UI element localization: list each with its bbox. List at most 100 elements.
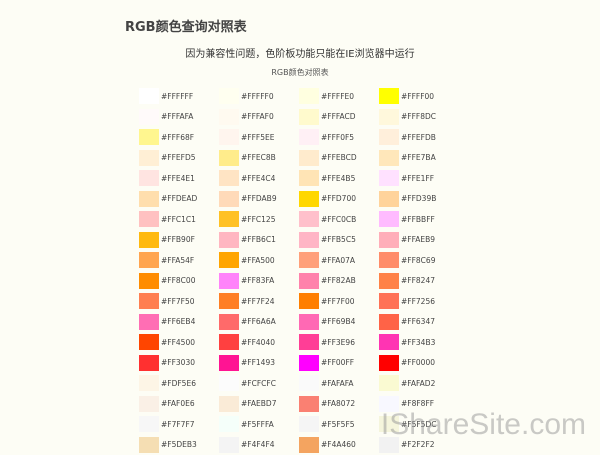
color-cell[interactable]: #FFA54F bbox=[139, 250, 219, 271]
color-swatch[interactable] bbox=[299, 88, 319, 104]
color-swatch[interactable] bbox=[379, 334, 399, 350]
color-cell[interactable]: #FF69B4 bbox=[299, 312, 379, 333]
color-cell[interactable]: #FF83FA bbox=[219, 271, 299, 292]
color-cell[interactable]: #FF4500 bbox=[139, 332, 219, 353]
color-cell[interactable]: #FFF8DC bbox=[379, 107, 459, 128]
color-swatch[interactable] bbox=[219, 232, 239, 248]
color-cell[interactable]: #FF34B3 bbox=[379, 332, 459, 353]
color-swatch[interactable] bbox=[299, 396, 319, 412]
color-cell[interactable]: #F4F4F4 bbox=[219, 435, 299, 455]
color-cell[interactable]: #FAFAD2 bbox=[379, 373, 459, 394]
color-swatch[interactable] bbox=[379, 150, 399, 166]
color-cell[interactable]: #F7F7F7 bbox=[139, 414, 219, 435]
color-swatch[interactable] bbox=[219, 191, 239, 207]
color-swatch[interactable] bbox=[299, 252, 319, 268]
color-swatch[interactable] bbox=[139, 355, 159, 371]
color-swatch[interactable] bbox=[219, 334, 239, 350]
color-swatch[interactable] bbox=[219, 375, 239, 391]
color-swatch[interactable] bbox=[139, 273, 159, 289]
color-swatch[interactable] bbox=[379, 211, 399, 227]
color-cell[interactable]: #FFAEB9 bbox=[379, 230, 459, 251]
color-swatch[interactable] bbox=[379, 170, 399, 186]
color-cell[interactable]: #FF3E96 bbox=[299, 332, 379, 353]
color-swatch[interactable] bbox=[299, 375, 319, 391]
color-cell[interactable]: #FFC1C1 bbox=[139, 209, 219, 230]
color-swatch[interactable] bbox=[299, 314, 319, 330]
color-cell[interactable]: #FFE4E1 bbox=[139, 168, 219, 189]
color-cell[interactable]: #FFBBFF bbox=[379, 209, 459, 230]
color-swatch[interactable] bbox=[299, 129, 319, 145]
color-cell[interactable]: #FFE4C4 bbox=[219, 168, 299, 189]
color-cell[interactable]: #FFF68F bbox=[139, 127, 219, 148]
color-swatch[interactable] bbox=[139, 211, 159, 227]
color-cell[interactable]: #FFF0F5 bbox=[299, 127, 379, 148]
color-cell[interactable]: #FF4040 bbox=[219, 332, 299, 353]
color-swatch[interactable] bbox=[379, 109, 399, 125]
color-swatch[interactable] bbox=[139, 109, 159, 125]
color-swatch[interactable] bbox=[299, 211, 319, 227]
color-cell[interactable]: #FFC125 bbox=[219, 209, 299, 230]
color-cell[interactable]: #FFFFFF bbox=[139, 86, 219, 107]
color-swatch[interactable] bbox=[299, 355, 319, 371]
color-cell[interactable]: #FF6EB4 bbox=[139, 312, 219, 333]
color-cell[interactable]: #FFA07A bbox=[299, 250, 379, 271]
color-swatch[interactable] bbox=[299, 437, 319, 453]
color-swatch[interactable] bbox=[379, 293, 399, 309]
color-cell[interactable]: #FF0000 bbox=[379, 353, 459, 374]
color-cell[interactable]: #FF00FF bbox=[299, 353, 379, 374]
color-swatch[interactable] bbox=[139, 232, 159, 248]
color-cell[interactable]: #FFB5C5 bbox=[299, 230, 379, 251]
color-cell[interactable]: #FF82AB bbox=[299, 271, 379, 292]
color-cell[interactable]: #FFFAFA bbox=[139, 107, 219, 128]
color-swatch[interactable] bbox=[379, 273, 399, 289]
color-swatch[interactable] bbox=[139, 191, 159, 207]
color-swatch[interactable] bbox=[219, 273, 239, 289]
color-swatch[interactable] bbox=[379, 252, 399, 268]
color-swatch[interactable] bbox=[379, 314, 399, 330]
color-swatch[interactable] bbox=[299, 416, 319, 432]
color-swatch[interactable] bbox=[219, 129, 239, 145]
color-cell[interactable]: #FF8C00 bbox=[139, 271, 219, 292]
color-swatch[interactable] bbox=[219, 355, 239, 371]
color-swatch[interactable] bbox=[139, 88, 159, 104]
color-cell[interactable]: #F5DEB3 bbox=[139, 435, 219, 455]
color-swatch[interactable] bbox=[379, 232, 399, 248]
color-swatch[interactable] bbox=[139, 314, 159, 330]
color-cell[interactable]: #FAEBD7 bbox=[219, 394, 299, 415]
color-cell[interactable]: #FF7256 bbox=[379, 291, 459, 312]
color-swatch[interactable] bbox=[299, 109, 319, 125]
color-cell[interactable]: #FFEBCD bbox=[299, 148, 379, 169]
color-swatch[interactable] bbox=[299, 150, 319, 166]
color-cell[interactable]: #FFE4B5 bbox=[299, 168, 379, 189]
color-cell[interactable]: #FF1493 bbox=[219, 353, 299, 374]
color-cell[interactable]: #FFFACD bbox=[299, 107, 379, 128]
color-cell[interactable]: #FFB6C1 bbox=[219, 230, 299, 251]
color-swatch[interactable] bbox=[139, 416, 159, 432]
color-cell[interactable]: #FA8072 bbox=[299, 394, 379, 415]
color-cell[interactable]: #FF8247 bbox=[379, 271, 459, 292]
color-cell[interactable]: #F5FFFA bbox=[219, 414, 299, 435]
color-cell[interactable]: #F4A460 bbox=[299, 435, 379, 455]
color-cell[interactable]: #FDF5E6 bbox=[139, 373, 219, 394]
color-swatch[interactable] bbox=[139, 150, 159, 166]
color-cell[interactable]: #FFC0CB bbox=[299, 209, 379, 230]
color-swatch[interactable] bbox=[379, 129, 399, 145]
color-swatch[interactable] bbox=[219, 170, 239, 186]
color-swatch[interactable] bbox=[299, 273, 319, 289]
color-swatch[interactable] bbox=[139, 252, 159, 268]
color-cell[interactable]: #FFFFE0 bbox=[299, 86, 379, 107]
color-cell[interactable]: #FCFCFC bbox=[219, 373, 299, 394]
color-swatch[interactable] bbox=[219, 396, 239, 412]
color-swatch[interactable] bbox=[379, 355, 399, 371]
color-cell[interactable]: #FFEC8B bbox=[219, 148, 299, 169]
color-cell[interactable]: #FF8C69 bbox=[379, 250, 459, 271]
color-swatch[interactable] bbox=[139, 129, 159, 145]
color-cell[interactable]: #FFE7BA bbox=[379, 148, 459, 169]
color-swatch[interactable] bbox=[139, 293, 159, 309]
color-cell[interactable]: #FF3030 bbox=[139, 353, 219, 374]
color-cell[interactable]: #FF6A6A bbox=[219, 312, 299, 333]
color-swatch[interactable] bbox=[219, 150, 239, 166]
color-swatch[interactable] bbox=[219, 416, 239, 432]
color-swatch[interactable] bbox=[299, 334, 319, 350]
color-swatch[interactable] bbox=[379, 191, 399, 207]
